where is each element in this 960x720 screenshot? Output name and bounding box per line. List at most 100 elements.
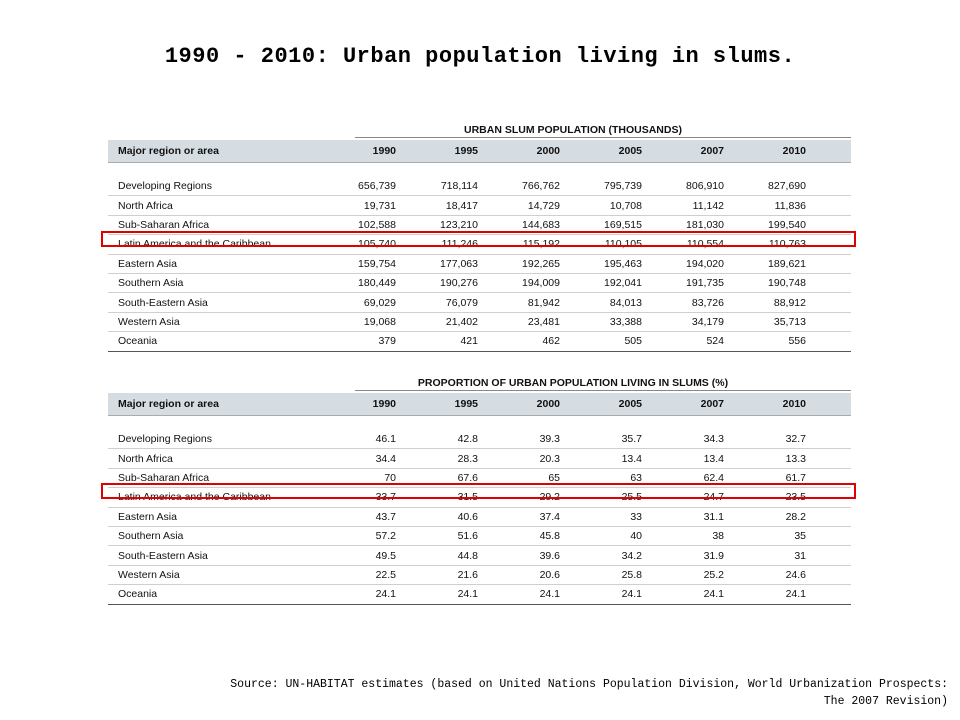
region-name-cell: Developing Regions	[118, 433, 212, 446]
value-cell: 421	[460, 335, 478, 348]
table-caption-text: PROPORTION OF URBAN POPULATION LIVING IN…	[417, 377, 729, 389]
value-cell: 194,020	[686, 257, 724, 270]
value-cell: 28.3	[457, 452, 478, 465]
table-caption: PROPORTION OF URBAN POPULATION LIVING IN…	[355, 373, 851, 391]
value-cell: 181,030	[686, 218, 724, 231]
table-row: Eastern Asia 43.7 40.6 37.4 33 31.1 28.2	[108, 508, 851, 527]
table-row: Eastern Asia 159,754 177,063 192,265 195,463…	[108, 255, 851, 274]
value-cell: 23,481	[527, 315, 560, 328]
table-row: North Africa 19,731 18,417 14,729 10,708 11,1…	[108, 196, 851, 216]
region-name-cell: Southern Asia	[118, 530, 184, 543]
value-cell: 83,726	[691, 296, 724, 309]
value-cell: 33	[630, 510, 642, 523]
table-row: Oceania 379 421 462 505 524 556	[108, 332, 851, 352]
value-cell: 24.1	[785, 588, 806, 601]
value-cell: 76,079	[445, 296, 478, 309]
value-cell: 24.6	[785, 568, 806, 581]
value-cell: 51.6	[457, 530, 478, 543]
value-cell: 110,554	[686, 238, 724, 251]
value-cell: 111,246	[441, 238, 478, 251]
header-cell: 2005	[618, 398, 642, 410]
value-cell: 40	[630, 530, 642, 543]
slum-population-table: URBAN SLUM POPULATION (THOUSANDS) Major …	[108, 120, 851, 352]
header-cell: Major region or area	[118, 398, 219, 410]
region-name-cell: South-Eastern Asia	[118, 296, 208, 309]
value-cell: 81,942	[527, 296, 560, 309]
table-caption: URBAN SLUM POPULATION (THOUSANDS)	[355, 120, 851, 138]
value-cell: 556	[788, 335, 806, 348]
value-cell: 38	[712, 530, 724, 543]
value-cell: 24.1	[703, 588, 724, 601]
value-cell: 102,588	[358, 218, 396, 231]
table-row: Southern Asia 57.2 51.6 45.8 40 38 35	[108, 527, 851, 547]
table-row: Southern Asia 180,449 190,276 194,009 192,04…	[108, 274, 851, 294]
value-cell: 144,683	[522, 218, 560, 231]
value-cell: 766,762	[522, 180, 560, 193]
value-cell: 177,063	[440, 257, 478, 270]
value-cell: 24.1	[457, 588, 478, 601]
region-name-cell: Latin America and the Caribbean	[118, 238, 271, 251]
value-cell: 31	[794, 549, 806, 562]
value-cell: 462	[542, 335, 560, 348]
value-cell: 57.2	[375, 530, 396, 543]
region-name-cell: Sub-Saharan Africa	[118, 471, 210, 484]
value-cell: 32.7	[785, 433, 806, 446]
value-cell: 195,463	[604, 257, 642, 270]
value-cell: 49.5	[375, 549, 396, 562]
value-cell: 656,739	[358, 180, 396, 193]
value-cell: 31.1	[703, 510, 724, 523]
table-row: Sub-Saharan Africa 70 67.6 65 63 62.4 61.7	[108, 469, 851, 489]
value-cell: 19,731	[363, 199, 396, 212]
table-row: Developing Regions 46.1 42.8 39.3 35.7 34.3 32…	[108, 430, 851, 450]
source-line: The 2007 Revision)	[823, 695, 948, 708]
value-cell: 35.7	[621, 433, 642, 446]
value-cell: 13.4	[703, 452, 724, 465]
table-row: South-Eastern Asia 49.5 44.8 39.6 34.2 31.9 31	[108, 546, 851, 566]
value-cell: 13.4	[621, 452, 642, 465]
header-cell: Major region or area	[118, 145, 219, 157]
table-row: Western Asia 22.5 21.6 20.6 25.8 25.2 24.6	[108, 566, 851, 586]
region-name-cell: Eastern Asia	[118, 510, 177, 523]
value-cell: 19,068	[363, 315, 396, 328]
value-cell: 40.6	[457, 510, 478, 523]
value-cell: 190,276	[440, 277, 478, 290]
value-cell: 65	[548, 471, 560, 484]
value-cell: 37.4	[539, 510, 560, 523]
table-body: Developing Regions 656,739 718,114 766,762 7…	[108, 177, 851, 352]
value-cell: 18,417	[445, 199, 478, 212]
table-caption-text: URBAN SLUM POPULATION (THOUSANDS)	[464, 124, 682, 136]
table-row: Latin America and the Caribbean 105,740 11…	[108, 235, 851, 255]
value-cell: 24.1	[621, 588, 642, 601]
value-cell: 718,114	[440, 180, 478, 193]
value-cell: 159,754	[358, 257, 396, 270]
header-cell: 2007	[700, 145, 724, 157]
value-cell: 194,009	[522, 277, 560, 290]
region-name-cell: Oceania	[118, 335, 158, 348]
region-name-cell: North Africa	[118, 452, 173, 465]
header-cell: 1995	[454, 398, 478, 410]
value-cell: 21,402	[445, 315, 478, 328]
value-cell: 192,041	[604, 277, 642, 290]
header-cell: 2000	[536, 145, 560, 157]
value-cell: 67.6	[457, 471, 478, 484]
table-row: North Africa 34.4 28.3 20.3 13.4 13.4 13.3	[108, 449, 851, 469]
value-cell: 110,105	[604, 238, 642, 251]
value-cell: 189,621	[768, 257, 806, 270]
header-cell: 2000	[536, 398, 560, 410]
value-cell: 70	[384, 471, 396, 484]
table-row: South-Eastern Asia 69,029 76,079 81,942 84,0…	[108, 293, 851, 313]
value-cell: 123,210	[440, 218, 478, 231]
region-name-cell: North Africa	[118, 199, 173, 212]
header-cell: 2007	[700, 398, 724, 410]
table-row: Latin America and the Caribbean 33.7 31.5 2…	[108, 488, 851, 508]
value-cell: 35	[794, 530, 806, 543]
header-cell: 2010	[782, 145, 806, 157]
value-cell: 11,142	[692, 199, 724, 212]
value-cell: 191,735	[686, 277, 724, 290]
value-cell: 25.2	[703, 568, 724, 581]
table-body: Developing Regions 46.1 42.8 39.3 35.7 34.3 32…	[108, 430, 851, 605]
value-cell: 42.8	[457, 433, 478, 446]
value-cell: 35,713	[773, 315, 806, 328]
value-cell: 34.2	[621, 549, 642, 562]
header-cell: 1990	[372, 145, 396, 157]
